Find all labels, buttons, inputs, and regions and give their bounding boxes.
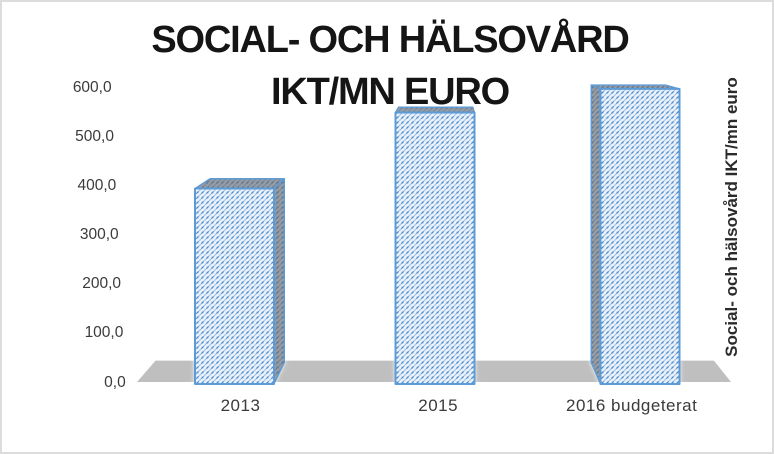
chart-title-line-2: IKT/MN EURO	[270, 71, 510, 113]
category-axis-label: 2016 budgeterat	[566, 396, 698, 416]
value-axis-tick-label: 100,0	[84, 324, 124, 342]
value-axis-tick-label: 600,0	[72, 78, 112, 96]
value-axis-tick-label: 0,0	[104, 373, 126, 391]
value-axis-tick-label: 300,0	[79, 226, 119, 244]
bar-2013	[194, 178, 286, 385]
bar-front-face	[600, 88, 680, 384]
bar-2015	[394, 106, 476, 385]
value-axis-tick-label: 400,0	[77, 177, 117, 195]
series-axis-title: Social- och hälsovård IKT/mn euro	[722, 77, 741, 357]
chart-title: SOCIAL- OCH HÄLSOVÅRD IKT/MN EURO	[151, 14, 629, 118]
category-axis-label: 2013	[220, 396, 261, 416]
chart-title-line-1: SOCIAL- OCH HÄLSOVÅRD	[151, 19, 629, 61]
category-axis-label: 2015	[418, 396, 459, 416]
value-axis-tick-label: 500,0	[75, 128, 114, 145]
bar-2016-budgeterat	[590, 84, 681, 385]
value-axis-tick-label: 200,0	[82, 275, 122, 293]
bar-front-face	[395, 112, 475, 384]
bar-front-face	[195, 188, 274, 384]
